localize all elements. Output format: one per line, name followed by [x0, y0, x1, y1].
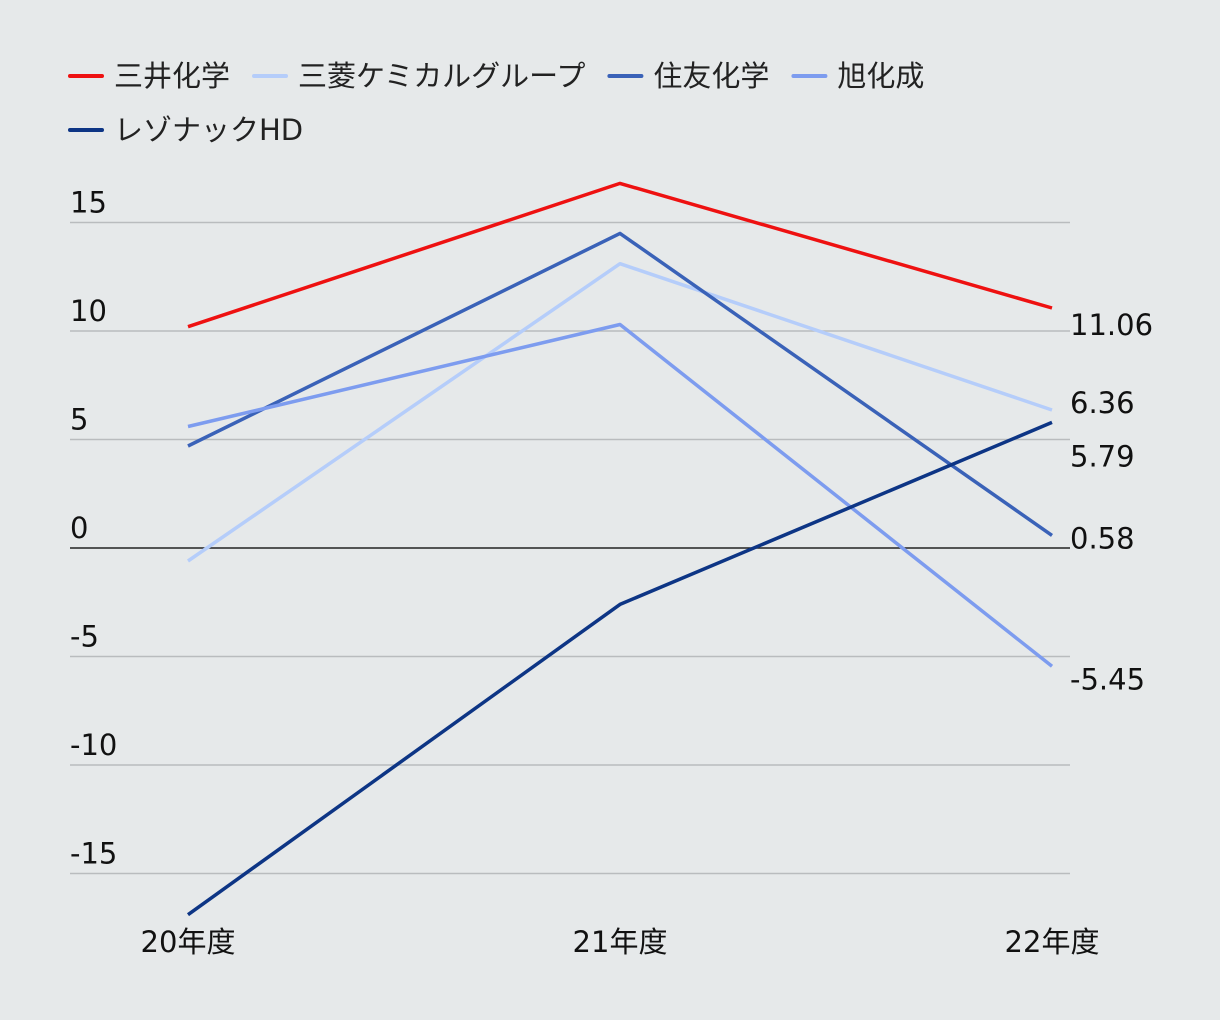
series-4-end-label: -5.45	[1070, 662, 1145, 696]
x-axis-categories: 20年度 21年度 22年度	[141, 925, 1100, 959]
series-1-line	[187, 181, 1053, 329]
legend-item-2: 三菱ケミカルグループ	[252, 59, 585, 93]
legend-label: 旭化成	[837, 59, 924, 93]
series-5-end-label: 5.79	[1070, 439, 1135, 473]
series-3-line	[187, 231, 1054, 537]
grid-lines	[70, 221, 1070, 875]
legend-label: レゾナックHD	[114, 113, 303, 147]
legend-label: 三菱ケミカルグループ	[298, 59, 585, 93]
end-labels: 11.06 6.36 0.58 -5.45 5.79	[1070, 308, 1153, 696]
legend-item-3: 住友化学	[607, 59, 769, 93]
x-category-label: 20年度	[141, 925, 236, 959]
y-axis-ticks: 15 10 5 0 -5 -10 -15	[70, 186, 117, 871]
series-4-line	[187, 322, 1054, 668]
legend-item-5: レゾナックHD	[68, 113, 303, 147]
y-tick-label: -15	[70, 837, 117, 871]
y-tick-label: 5	[70, 403, 88, 437]
legend-label: 住友化学	[653, 59, 769, 93]
series-3-end-label: 0.58	[1070, 521, 1135, 555]
series-2-line	[187, 261, 1053, 563]
legend-item-1: 三井化学	[68, 59, 230, 93]
series-lines	[186, 181, 1054, 917]
series-1-end-label: 11.06	[1070, 308, 1153, 342]
x-category-label: 21年度	[573, 925, 668, 959]
y-tick-label: 0	[70, 511, 88, 545]
series-5-line	[186, 420, 1053, 917]
y-tick-label: 10	[70, 294, 107, 328]
y-tick-label: -5	[70, 620, 99, 654]
y-tick-label: -10	[70, 728, 117, 762]
legend-item-4: 旭化成	[791, 59, 924, 93]
series-2-end-label: 6.36	[1070, 386, 1135, 420]
x-category-label: 22年度	[1005, 925, 1100, 959]
legend-label: 三井化学	[114, 59, 230, 93]
y-tick-label: 15	[70, 186, 107, 220]
